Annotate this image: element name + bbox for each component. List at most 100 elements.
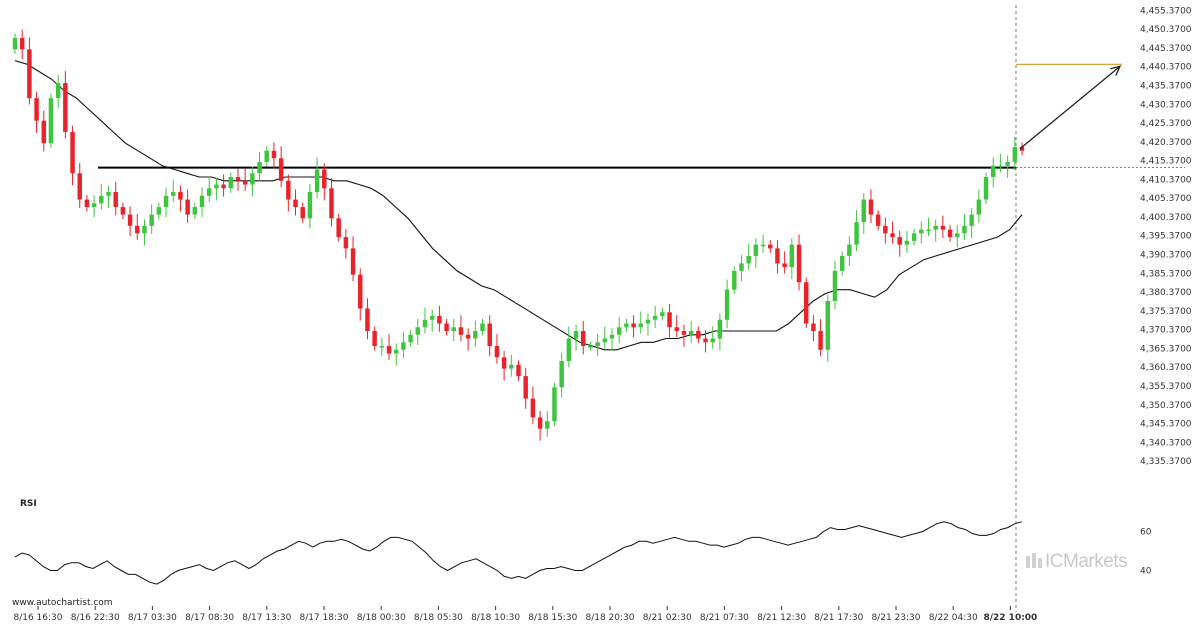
candle-body	[516, 364, 521, 377]
candle-body	[696, 331, 701, 339]
price-tick-label: 4,340.3700	[1140, 438, 1192, 448]
candle-body	[171, 192, 176, 196]
candle-body	[48, 98, 54, 144]
time-tick-label: 8/22 10:00	[983, 613, 1037, 623]
candle-body	[257, 162, 262, 174]
candle-body	[782, 263, 787, 268]
time-tick-label: 8/18 15:30	[528, 613, 577, 623]
candle-body	[336, 218, 341, 238]
candle-body	[847, 244, 852, 256]
candle-body	[775, 248, 780, 264]
candle-body	[818, 331, 823, 350]
candle-body	[343, 237, 349, 249]
candle-body	[616, 327, 622, 335]
price-tick-label: 4,405.3700	[1140, 194, 1192, 204]
candle-body	[839, 255, 845, 271]
candle-body	[681, 331, 687, 335]
candle-body	[911, 233, 917, 241]
time-tick-label: 8/18 10:30	[471, 613, 520, 623]
candle-body	[947, 229, 953, 238]
candle-body	[70, 131, 75, 174]
candle-body	[156, 207, 162, 215]
brand-logo-icon	[1038, 558, 1042, 568]
candle-body	[278, 158, 284, 181]
candle-body	[602, 338, 608, 343]
candle-body	[926, 229, 931, 232]
price-tick-label: 4,425.3700	[1140, 119, 1192, 129]
time-tick-label: 8/17 13:30	[242, 613, 291, 623]
candle-body	[437, 316, 442, 324]
candle-body	[408, 334, 413, 343]
candle-body	[832, 270, 838, 301]
candle-body	[868, 199, 874, 215]
candle-body	[77, 173, 82, 200]
time-tick-label: 8/21 17:30	[814, 613, 863, 623]
price-tick-label: 4,345.3700	[1140, 420, 1192, 430]
candle-body	[509, 364, 514, 369]
time-tick-label: 8/18 20:30	[585, 613, 634, 623]
rsi-line	[14, 521, 1023, 585]
candle-body	[609, 334, 615, 339]
price-tick-label: 4,450.3700	[1140, 25, 1192, 35]
brand-logo-icon	[1032, 553, 1036, 568]
candle-body	[113, 192, 118, 208]
candle-body	[976, 199, 982, 215]
candle-body	[55, 83, 61, 99]
candle-body	[1005, 162, 1010, 166]
candle-body	[811, 323, 816, 332]
candle-body	[724, 289, 730, 320]
candle-body	[645, 319, 651, 324]
time-tick-label: 8/16 16:30	[13, 613, 62, 623]
candle-body	[883, 225, 888, 234]
candle-body	[142, 225, 147, 234]
candle-body	[904, 240, 910, 245]
candle-body	[523, 376, 528, 399]
candle-body	[214, 184, 219, 189]
candle-body	[386, 346, 392, 354]
candle-body	[27, 49, 32, 99]
candle-body	[480, 323, 485, 332]
candle-body	[120, 207, 126, 215]
candle-body	[99, 195, 104, 204]
forecast-arrow-head	[1110, 65, 1122, 76]
candle-body	[293, 199, 298, 208]
candle-body	[329, 188, 334, 219]
candle-body	[401, 342, 406, 350]
time-tick-label: 8/21 02:30	[643, 613, 692, 623]
candle-body	[163, 195, 169, 208]
candle-body	[573, 331, 579, 339]
price-tick-label: 4,445.3700	[1140, 44, 1192, 54]
candle-body	[415, 327, 421, 335]
candle-body	[983, 177, 989, 200]
candle-body	[803, 282, 809, 324]
candle-body	[178, 192, 183, 200]
time-tick-label: 8/18 05:30	[414, 613, 463, 623]
candle-body	[969, 214, 974, 226]
candle-body	[63, 83, 68, 132]
candle-body	[710, 338, 715, 343]
candle-body	[458, 327, 464, 335]
price-tick-label: 4,395.3700	[1140, 232, 1192, 242]
candle-body	[322, 169, 327, 189]
source-label[interactable]: www.autochartist.com	[12, 598, 113, 608]
candle-body	[660, 312, 665, 316]
candle-body	[962, 225, 967, 234]
candle-body	[106, 192, 111, 196]
candle-body	[897, 237, 902, 245]
candle-body	[314, 169, 320, 193]
candle-body	[688, 331, 694, 335]
candle-body	[393, 349, 399, 354]
time-tick-label: 8/16 22:30	[71, 613, 120, 623]
candle-body	[91, 203, 97, 208]
candle-body	[796, 244, 802, 283]
price-tick-label: 4,420.3700	[1140, 138, 1192, 148]
time-tick-label: 8/17 18:30	[299, 613, 348, 623]
price-tick-label: 4,430.3700	[1140, 100, 1192, 110]
price-tick-label: 4,355.3700	[1140, 382, 1192, 392]
time-tick-label: 8/18 00:30	[357, 613, 406, 623]
candle-body	[559, 361, 564, 388]
candle-body	[350, 248, 356, 275]
rsi-label: RSI	[20, 499, 37, 509]
candle-body	[221, 184, 226, 189]
candle-body	[473, 331, 478, 339]
